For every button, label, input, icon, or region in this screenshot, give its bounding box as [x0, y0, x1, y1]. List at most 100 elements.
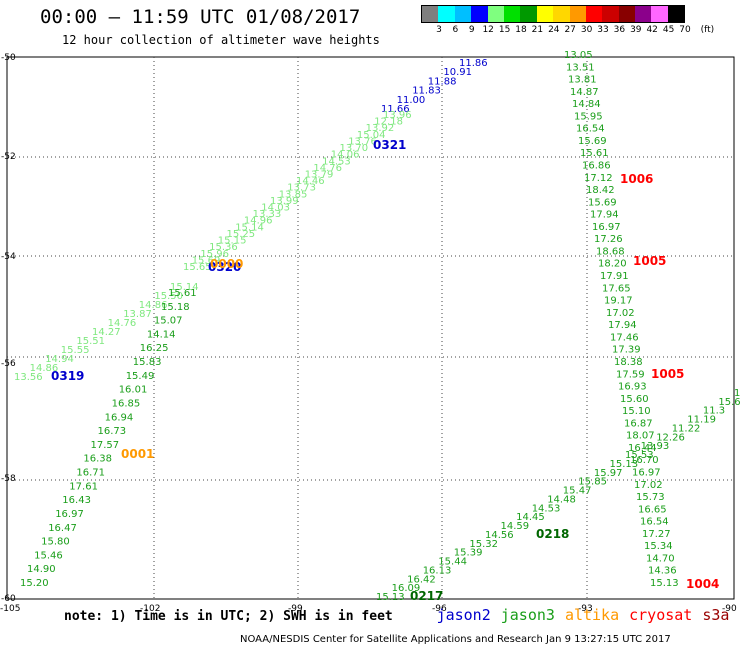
track-jason3: 13.9612.1813.9215.0413.7613.7014.0614.53… — [183, 110, 412, 273]
wave-height-value: 16.70 — [630, 455, 659, 466]
wave-height-value: 16.97 — [632, 468, 661, 479]
wave-height-value: 18.42 — [586, 185, 615, 196]
wave-height-value: 13.05 — [564, 50, 593, 61]
wave-height-value: 14.46 — [296, 176, 325, 187]
satellite-tracks: 11.8610.9111.8811.8311.0011.6613.9612.18… — [14, 50, 740, 603]
colorbar-swatch — [667, 6, 685, 22]
wave-height-value: 17.27 — [642, 529, 671, 540]
track-jason3: 13.0513.5113.8114.8714.8415.9516.5415.69… — [564, 50, 679, 589]
wave-height-value: 15.69 — [192, 255, 221, 266]
map-frame — [6, 56, 735, 600]
wave-height-value: 15.97 — [594, 468, 623, 479]
latitude-label: -58 — [1, 474, 16, 484]
wave-height-value: 15.69 — [588, 197, 617, 208]
wave-height-value: 15.39 — [454, 548, 483, 559]
colorbar-swatches — [421, 5, 686, 23]
wave-height-value: 15.13 — [650, 578, 679, 589]
colorbar-swatch — [454, 6, 472, 22]
wave-height-value: 15.49 — [126, 371, 155, 382]
colorbar-label: 9 — [468, 25, 475, 35]
wave-height-value: 15.73 — [636, 492, 665, 503]
wave-height-value: 11.00 — [397, 95, 426, 106]
wave-height-value: 14.76 — [313, 163, 342, 174]
wave-height-value: 15.20 — [20, 578, 49, 589]
legend-altika: altika — [564, 606, 620, 624]
pass-time-label: 0000 — [210, 257, 243, 271]
wave-height-value: 14.27 — [92, 327, 121, 338]
wave-height-value: 12.26 — [656, 432, 685, 443]
colorbar-label: 70 — [679, 25, 691, 35]
wave-height-value: 15.36 — [209, 242, 238, 253]
wave-height-value: 15.61 — [580, 148, 609, 159]
colorbar-swatch — [585, 6, 603, 22]
colorbar-label: 36 — [613, 25, 626, 35]
longitude-label: -105 — [0, 604, 20, 614]
wave-height-value: 15.60 — [620, 394, 649, 405]
wave-height-value: 14.94 — [45, 354, 74, 365]
longitude-label: -99 — [288, 604, 303, 614]
wave-height-value: 17.02 — [634, 480, 663, 491]
wave-height-value: 15.83 — [133, 357, 162, 368]
wave-height-value: 16.47 — [48, 523, 77, 534]
wave-height-value: 16.09 — [392, 583, 421, 594]
pass-time-label: 1005 — [651, 367, 684, 381]
footer-credit: NOAA/NESDIS Center for Satellite Applica… — [240, 634, 671, 645]
wave-height-value: 13.81 — [568, 75, 597, 86]
page-subtitle: 12 hour collection of altimeter wave hei… — [62, 33, 380, 47]
track-jason3: 15.1415.5014.8613.8714.7614.2715.5115.55… — [14, 282, 199, 383]
wave-height-value: 14.70 — [646, 553, 675, 564]
wave-height-value: 18.68 — [596, 247, 625, 258]
wave-height-value: 12.18 — [374, 117, 403, 128]
pass-time-label: 0320 — [208, 260, 241, 274]
wave-height-value: 15.18 — [161, 302, 190, 313]
wave-height-value: 17.94 — [608, 320, 637, 331]
wave-height-value: 13.96 — [383, 110, 412, 121]
wave-height-value: 18.07 — [626, 431, 655, 442]
wave-height-value: 14.84 — [572, 99, 601, 110]
wave-height-value: 18.20 — [598, 259, 627, 270]
wave-height-value: 14.03 — [261, 203, 290, 214]
colorbar-label: 42 — [646, 25, 658, 35]
wave-height-value: 15.13 — [610, 459, 639, 470]
wave-height-value: 11.86 — [459, 58, 488, 69]
wave-height-value: 16.44 — [628, 443, 657, 454]
wave-height-value: 11.66 — [381, 104, 410, 115]
wave-height-value: 17.61 — [69, 481, 98, 492]
wave-height-value: 17.12 — [584, 173, 613, 184]
wave-height-value: 15.14 — [170, 282, 199, 293]
wave-height-value: 15.46 — [34, 550, 63, 561]
wave-height-value: 16.38 — [83, 454, 112, 465]
wave-height-value: 13.33 — [253, 209, 282, 220]
colorbar-swatch — [651, 6, 668, 22]
page-title: 00:00 – 11:59 UTC 01/08/2017 — [40, 6, 361, 28]
track-jason3: 15.1316.0916.4216.1315.4415.3915.3214.56… — [376, 388, 740, 603]
wave-height-value: 15.14 — [734, 388, 740, 399]
colorbar-swatch — [520, 6, 537, 22]
colorbar-label: (ft) — [700, 25, 715, 35]
wave-height-value: 16.97 — [55, 509, 84, 520]
wave-height-value: 16.13 — [423, 565, 452, 576]
wave-height-value: 17.02 — [606, 308, 635, 319]
wave-height-value: 14.76 — [108, 318, 137, 329]
wave-height-value: 19.17 — [604, 296, 633, 307]
colorbar-swatch — [553, 6, 570, 22]
wave-height-value: 13.70 — [340, 143, 369, 154]
wave-height-value: 16.01 — [119, 385, 148, 396]
latitude-label: -54 — [1, 252, 16, 262]
colorbar-swatch — [471, 6, 488, 22]
wave-height-value: 13.79 — [305, 170, 334, 181]
wave-height-value: 15.80 — [41, 537, 70, 548]
colorbar-swatch — [618, 6, 636, 22]
colorbar-label: 30 — [580, 25, 593, 35]
pass-time-label: 0217 — [410, 589, 443, 603]
colorbar-label: 15 — [498, 25, 511, 35]
wave-height-value: 14.87 — [570, 87, 599, 98]
latitude-label: -50 — [1, 53, 16, 63]
wave-height-value: 17.94 — [590, 210, 619, 221]
wave-height-value: 15.44 — [438, 557, 467, 568]
wave-height-value: 14.56 — [485, 530, 514, 541]
colorbar-swatch — [487, 6, 504, 22]
wave-height-value: 17.57 — [91, 440, 120, 451]
